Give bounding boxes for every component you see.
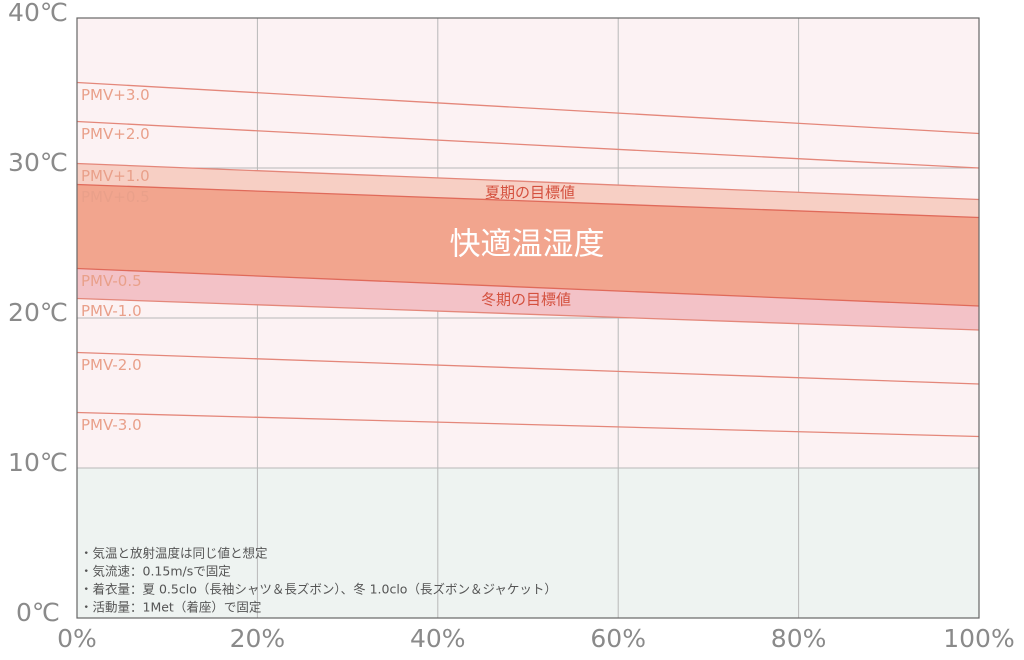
x-tick-label: 40% — [410, 624, 466, 653]
x-tick-label: 60% — [590, 624, 646, 653]
x-tick-label: 80% — [771, 624, 827, 653]
pmv-line — [76, 162, 980, 201]
band — [77, 268, 979, 330]
summer-label: 夏期の目標値 — [485, 184, 575, 202]
series-label: PMV-1.0 — [81, 302, 142, 320]
series-label: PMV+1.0 — [81, 167, 150, 185]
series-label: PMV-3.0 — [81, 416, 142, 434]
winter-label: 冬期の目標値 — [481, 291, 571, 309]
note: ・気温と放射温度は同じ値と想定 — [80, 546, 268, 561]
series-label: PMV-0.5 — [81, 272, 142, 290]
y-tick-label: 40℃ — [8, 0, 68, 27]
band — [77, 184, 979, 306]
pmv-line — [76, 297, 980, 331]
x-tick-label: 20% — [230, 624, 286, 653]
band — [77, 163, 979, 218]
series-label: PMV+2.0 — [81, 125, 150, 143]
x-tick-label: 0% — [57, 624, 97, 653]
pmv-line — [76, 411, 980, 438]
pmv-line — [76, 267, 980, 307]
x-tick-label: 100% — [943, 624, 1014, 653]
note: ・気流速：0.15m/sで固定 — [80, 564, 231, 579]
pmv-line — [76, 183, 980, 219]
pmv-line — [76, 351, 980, 385]
y-tick-label: 30℃ — [8, 148, 68, 177]
plot-frame — [76, 17, 980, 619]
plot-background-lower — [77, 468, 979, 618]
pmv-line — [76, 120, 980, 169]
y-tick-label: 10℃ — [8, 448, 68, 477]
note: ・活動量：1Met（着座）で固定 — [80, 600, 261, 615]
series-label: PMV-2.0 — [81, 356, 142, 374]
series-label: PMV+0.5 — [81, 188, 150, 206]
pmv-line — [76, 81, 980, 135]
note: ・着衣量：夏 0.5clo（長袖シャツ＆長ズボン）、冬 1.0clo（長ズボン＆… — [80, 582, 557, 597]
comfort-label: 快適温湿度 — [450, 227, 605, 263]
y-tick-label: 0℃ — [16, 598, 60, 627]
y-tick-label: 20℃ — [8, 298, 68, 327]
series-label: PMV+3.0 — [81, 86, 150, 104]
